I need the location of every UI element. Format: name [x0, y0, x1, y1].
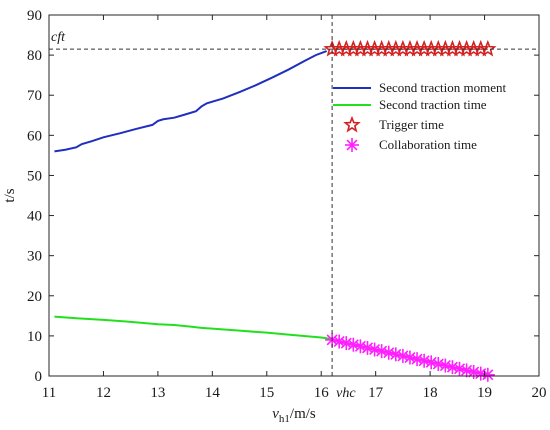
x-tick-label: 16 [314, 385, 330, 401]
legend-entry: Second traction moment [333, 80, 506, 95]
legend-star-icon [343, 115, 361, 133]
x-axis-label: vh1/m/s [272, 406, 316, 425]
plot-area [49, 15, 539, 376]
y-tick-label: 60 [27, 128, 42, 144]
x-tick-label: 11 [42, 385, 56, 401]
y-axis: 0 10 20 30 40 50 60 70 80 90 [27, 8, 539, 385]
legend-label: Second traction time [379, 97, 487, 112]
x-tick-label: 19 [477, 385, 492, 401]
x-tick-label: 20 [532, 385, 547, 401]
vhc-annotation: vhc [336, 386, 356, 401]
x-axis-label-sub: h1 [279, 413, 290, 425]
asterisk-stroke [346, 139, 358, 151]
star-outline [479, 39, 497, 57]
legend-label: Trigger time [379, 117, 444, 132]
y-axis-label: t/s [2, 188, 18, 202]
cft-annotation: cft [51, 30, 66, 45]
y-tick-label: 80 [27, 48, 42, 64]
y-tick-label: 40 [27, 209, 42, 225]
series-1 [54, 315, 333, 341]
data-point-asterisk [360, 340, 375, 355]
legend-entry: Second traction time [333, 97, 487, 112]
y-tick-label: 0 [35, 369, 43, 385]
y-tick-label: 20 [27, 289, 42, 305]
legend: Second traction moment Second traction t… [333, 80, 506, 152]
x-axis: 11 12 13 14 15 16 17 18 19 20 [42, 15, 547, 401]
legend-entry: Collaboration time [345, 137, 477, 152]
legend-entry: Trigger time [343, 115, 444, 133]
x-tick-label: 14 [205, 385, 221, 401]
plot-frame [48, 14, 540, 377]
legend-swatch-star-marker [343, 115, 361, 133]
legend-label: Collaboration time [379, 137, 477, 152]
legend-swatch-asterisk-marker [345, 138, 359, 152]
x-tick-label: 13 [150, 385, 165, 401]
series-line [54, 315, 333, 341]
x-axis-label-unit: /m/s [290, 406, 316, 422]
y-tick-label: 90 [27, 8, 42, 24]
x-tick-label: 12 [96, 385, 111, 401]
y-tick-label: 70 [27, 88, 42, 104]
asterisk-stroke [482, 369, 494, 381]
x-axis-label-var: v [272, 406, 279, 422]
legend-label: Second traction moment [379, 80, 506, 95]
y-tick-label: 30 [27, 249, 42, 265]
x-tick-label: 18 [423, 385, 438, 401]
annotation-layer: cft vhc [49, 15, 539, 401]
legend-asterisk-icon [345, 138, 359, 152]
series-0 [54, 50, 328, 153]
data-point-asterisk [480, 367, 495, 382]
data-point-star [479, 39, 497, 57]
star-outline [343, 115, 361, 133]
y-tick-label: 10 [27, 329, 42, 345]
y-tick-label: 50 [27, 168, 42, 184]
x-tick-label: 15 [259, 385, 274, 401]
x-tick-label: 17 [368, 385, 384, 401]
series-line [54, 50, 328, 153]
